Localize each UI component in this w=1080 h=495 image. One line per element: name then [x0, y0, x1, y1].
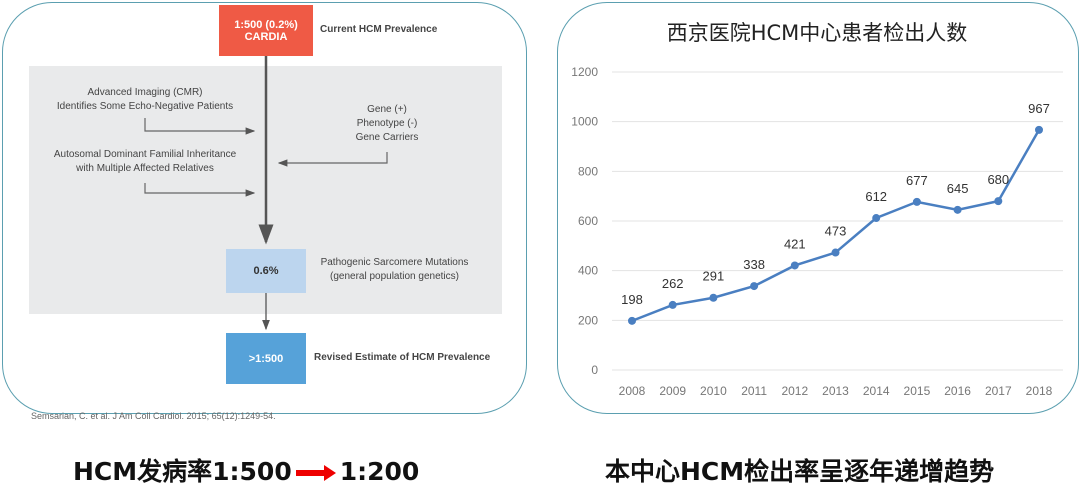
data-point [953, 205, 962, 214]
chart-panel [557, 2, 1079, 414]
revised-estimate-label: Revised Estimate of HCM Prevalence [314, 352, 491, 363]
data-label: 645 [947, 181, 969, 196]
y-tick-label: 0 [591, 363, 598, 377]
x-tick-label: 2010 [700, 384, 727, 398]
data-label: 421 [784, 236, 806, 251]
data-label: 967 [1028, 101, 1050, 116]
y-tick-label: 1000 [571, 115, 598, 129]
x-tick-label: 2011 [741, 384, 767, 398]
current-prevalence-label: Current HCM Prevalence [320, 24, 438, 35]
x-tick-label: 2008 [619, 384, 646, 398]
data-point [628, 316, 636, 325]
data-point [750, 282, 759, 291]
familial-label: Autosomal Dominant Familial Inheritance w… [53, 149, 237, 174]
data-label: 677 [906, 173, 928, 188]
data-point [872, 214, 881, 223]
x-tick-label: 2015 [904, 384, 931, 398]
data-point [668, 300, 677, 309]
box-text: 1:500 (0.2%) [234, 18, 298, 31]
x-tick-label: 2016 [944, 384, 971, 398]
data-label: 612 [865, 189, 887, 204]
sarcomere-box: 0.6% [226, 249, 306, 293]
citation: Semsarian, C. et al. J Am Coll Cardiol. … [31, 411, 276, 421]
data-point [912, 197, 921, 206]
data-point [831, 248, 840, 257]
x-tick-label: 2009 [659, 384, 686, 398]
data-label: 473 [825, 224, 847, 239]
y-tick-label: 200 [578, 313, 598, 327]
right-caption: 本中心HCM检出率呈逐年递增趋势 [605, 457, 995, 486]
y-tick-label: 600 [578, 214, 598, 228]
x-tick-label: 2014 [863, 384, 890, 398]
y-tick-label: 1200 [571, 65, 598, 79]
x-tick-label: 2018 [1026, 384, 1053, 398]
y-tick-label: 800 [578, 164, 598, 178]
red-arrow-icon [292, 463, 340, 483]
x-tick-label: 2017 [985, 384, 1012, 398]
data-label: 291 [703, 269, 725, 284]
line-chart: 0 200 400 600 800 1000 1200 2008 2009 2010 2011 201… [571, 65, 1063, 398]
data-label: 262 [662, 276, 684, 291]
data-point [709, 293, 718, 302]
diagram-arrows [144, 56, 388, 331]
data-label: 338 [743, 257, 765, 272]
data-point [1035, 125, 1043, 134]
x-tick-label: 2012 [781, 384, 808, 398]
chart-title: 西京医院HCM中心患者检出人数 [666, 21, 968, 45]
box-text: CARDIA [244, 30, 288, 43]
familial-arrow [144, 183, 256, 197]
data-label: 198 [621, 292, 643, 307]
data-point [994, 197, 1003, 206]
data-point [790, 261, 799, 270]
imaging-label: Advanced Imaging (CMR) Identifies Some Ec… [56, 87, 234, 112]
left-caption: HCM发病率1:500 1:200 [73, 457, 420, 486]
sarcomere-label: Pathogenic Sarcomere Mutations (general p… [320, 257, 469, 282]
revised-estimate-box: >1:500 [226, 333, 306, 384]
gene-arrow [277, 152, 388, 167]
gene-carriers-label: Gene (+) Phenotype (-) Gene Carriers [355, 104, 419, 143]
x-tick-label: 2013 [822, 384, 849, 398]
y-tick-label: 400 [578, 264, 598, 278]
imaging-arrow [144, 118, 256, 135]
data-label: 680 [987, 172, 1009, 187]
current-prevalence-box: 1:500 (0.2%) CARDIA [219, 5, 313, 56]
